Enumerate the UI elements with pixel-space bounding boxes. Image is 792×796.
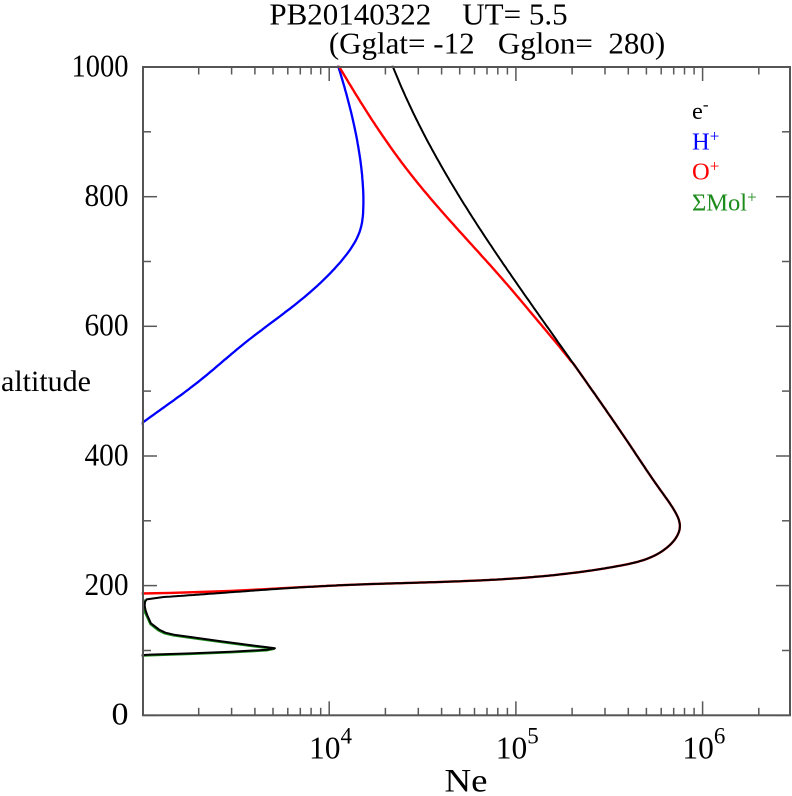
- svg-text:1000: 1000: [72, 47, 129, 83]
- svg-text:ΣMol+: ΣMol+: [692, 187, 757, 216]
- svg-text:Ne: Ne: [445, 764, 488, 796]
- svg-text:(Gglat= -12 Gglon= 280): (Gglat= -12 Gglon= 280): [329, 26, 665, 61]
- svg-text:0: 0: [112, 696, 129, 732]
- svg-text:600: 600: [85, 307, 129, 343]
- svg-text:PB20140322 UT= 5.5: PB20140322 UT= 5.5: [269, 0, 567, 32]
- svg-text:altitude: altitude: [1, 365, 91, 398]
- svg-text:800: 800: [85, 177, 129, 213]
- svg-text:200: 200: [85, 566, 129, 602]
- svg-text:400: 400: [85, 436, 129, 472]
